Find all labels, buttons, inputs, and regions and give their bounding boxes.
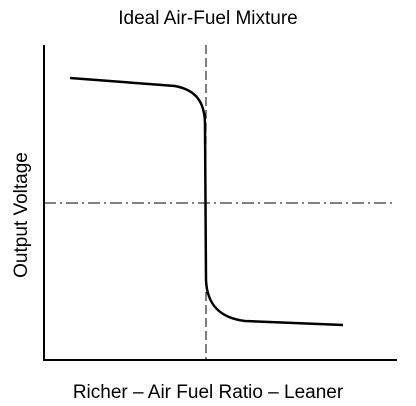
voltage-curve	[69, 76, 344, 327]
y-axis-label: Output Voltage	[11, 152, 32, 278]
title: Ideal Air-Fuel Mixture	[118, 8, 298, 29]
x-axis-label: Richer – Air Fuel Ratio – Leaner	[73, 382, 344, 403]
